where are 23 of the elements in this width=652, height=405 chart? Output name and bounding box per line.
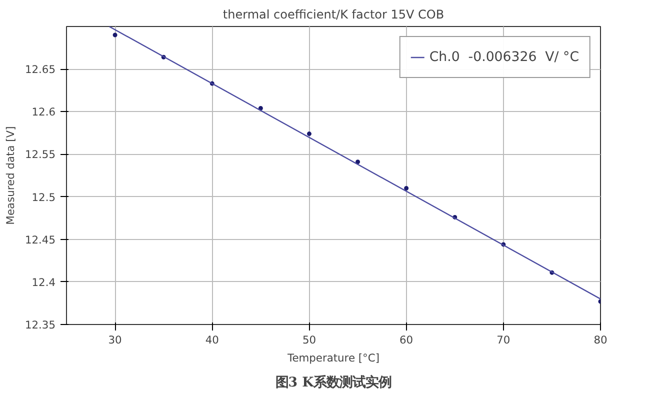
x-tick-label: 30	[108, 334, 122, 346]
x-tick-label: 70	[496, 334, 510, 346]
x-tick-label: 80	[594, 334, 608, 346]
y-tick-label: 12.65	[24, 63, 56, 76]
point	[404, 186, 409, 191]
point	[258, 106, 263, 110]
x-tick-label: 60	[400, 334, 414, 346]
x-axis-title: Temperature [°C]	[286, 352, 380, 364]
y-tick-label: 12.6	[32, 106, 56, 119]
legend-label: Ch.0 -0.006326 V/ °C	[429, 50, 579, 64]
x-tick-label: 40	[205, 334, 220, 346]
chart-title: thermal coefficient/K factor 15V COB	[222, 8, 444, 22]
point	[306, 132, 312, 136]
y-tick-label: 12.5	[32, 190, 56, 204]
caption: 图3 K系数测试实例	[275, 374, 392, 390]
y-tick-label: 12.35	[24, 318, 56, 332]
point	[356, 160, 360, 164]
x-tick-label: 50	[302, 334, 316, 346]
y-tick-label: 12.45	[24, 233, 56, 246]
point	[112, 32, 118, 38]
y-tick-label: 12.4	[32, 276, 56, 289]
y-tick-label: 12.55	[24, 148, 56, 162]
y-axis-title: Measured data [V]	[4, 126, 17, 225]
